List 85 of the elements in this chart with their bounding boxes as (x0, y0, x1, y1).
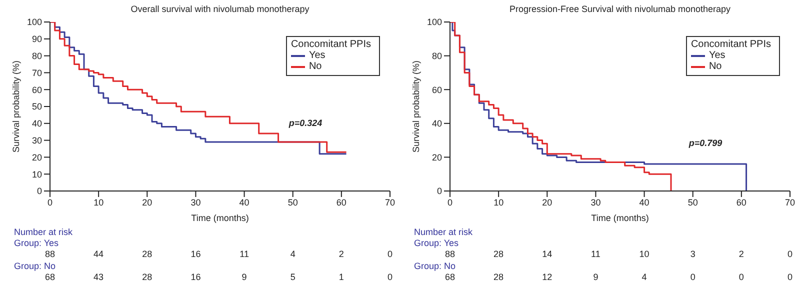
x-tick-label: 30 (190, 197, 201, 208)
text: 88 (444, 249, 456, 259)
text: 12 (541, 272, 554, 282)
text: 0 (738, 272, 745, 282)
x-tick-label: 40 (239, 197, 250, 208)
y-tick-label: 100 (426, 17, 442, 28)
y-tick-label: 50 (32, 102, 42, 112)
text: 0 (386, 249, 394, 259)
x-tick-label: 60 (336, 197, 346, 208)
x-tick-label: 20 (142, 197, 152, 208)
text: Number at risk (414, 227, 473, 237)
text: 14 (541, 249, 554, 259)
text: 68 (444, 272, 456, 282)
y-tick-label: 80 (432, 50, 442, 61)
x-tick-label: 70 (384, 197, 396, 208)
annotation: p=0.799 (688, 138, 722, 148)
text: Group: No (14, 261, 56, 271)
text: 0 (786, 249, 794, 259)
text: 9 (592, 272, 600, 282)
text: 68 (44, 272, 56, 282)
y-tick-label: 100 (26, 17, 42, 28)
legend-label: No (708, 61, 723, 72)
y-axis-title: Survival probability (%) (11, 60, 22, 153)
text: 1 (338, 272, 345, 282)
x-tick-label: 10 (494, 197, 504, 208)
legend-title: Concomitant PPIs (290, 39, 371, 50)
text: 3 (689, 249, 696, 259)
text: Group: Yes (14, 238, 59, 248)
x-tick-label: 0 (447, 197, 453, 208)
text: 2 (738, 249, 745, 259)
text: 0 (689, 272, 696, 282)
x-axis-title: Time (months) (591, 213, 649, 223)
x-tick-label: 50 (288, 197, 298, 208)
y-tick-label: 0 (36, 186, 42, 196)
x-tick-label: 70 (784, 197, 796, 208)
y-tick-label: 0 (436, 186, 442, 196)
x-tick-label: 60 (736, 197, 746, 208)
legend-label: No (308, 61, 323, 72)
y-tick-label: 90 (32, 34, 42, 44)
text: 28 (141, 249, 154, 259)
y-tick-label: 10 (32, 169, 42, 180)
text: 16 (190, 249, 202, 259)
y-tick-label: 20 (432, 152, 442, 162)
y-tick-label: 20 (32, 152, 42, 162)
chart-title: Overall survival with nivolumab monotherapy (130, 4, 310, 14)
x-tick-label: 20 (542, 197, 552, 208)
legend-title: Concomitant PPIs (690, 39, 771, 50)
text: 28 (141, 272, 154, 282)
text: Number at risk (14, 227, 73, 237)
y-tick-label: 40 (432, 118, 442, 129)
text: 2 (338, 249, 345, 259)
text: 88 (44, 249, 56, 259)
text: 16 (190, 272, 202, 282)
y-tick-label: 60 (432, 84, 442, 95)
text: 43 (92, 272, 105, 282)
x-tick-label: 30 (590, 197, 601, 208)
x-tick-label: 50 (688, 197, 698, 208)
x-axis-title: Time (months) (191, 213, 249, 223)
y-axis-title: Survival probability (%) (411, 60, 422, 153)
text: 5 (289, 272, 296, 282)
text: 10 (638, 249, 650, 259)
y-tick-label: 70 (32, 68, 42, 78)
legend-label: Yes (308, 50, 326, 61)
y-tick-label: 60 (32, 84, 42, 95)
x-tick-label: 40 (639, 197, 650, 208)
text: 28 (492, 272, 505, 282)
text: 0 (386, 272, 394, 282)
y-tick-label: 40 (32, 118, 42, 129)
text: 28 (492, 249, 505, 259)
x-tick-label: 10 (94, 197, 104, 208)
chart-title: Progression-Free Survival with nivolumab monotherapy (508, 4, 732, 14)
text: 44 (92, 249, 105, 259)
y-tick-label: 80 (32, 50, 42, 61)
text: Group: Yes (414, 238, 459, 248)
legend-label: Yes (708, 50, 726, 61)
text: 0 (786, 272, 794, 282)
text: 4 (640, 272, 648, 282)
text: 11 (590, 249, 602, 259)
text: 4 (289, 249, 296, 259)
annotation: p=0.324 (288, 118, 322, 128)
text: Group: No (414, 261, 456, 271)
text: 11 (238, 249, 250, 259)
y-tick-label: 30 (32, 135, 42, 146)
text: 9 (240, 272, 248, 282)
x-tick-label: 0 (47, 197, 53, 208)
